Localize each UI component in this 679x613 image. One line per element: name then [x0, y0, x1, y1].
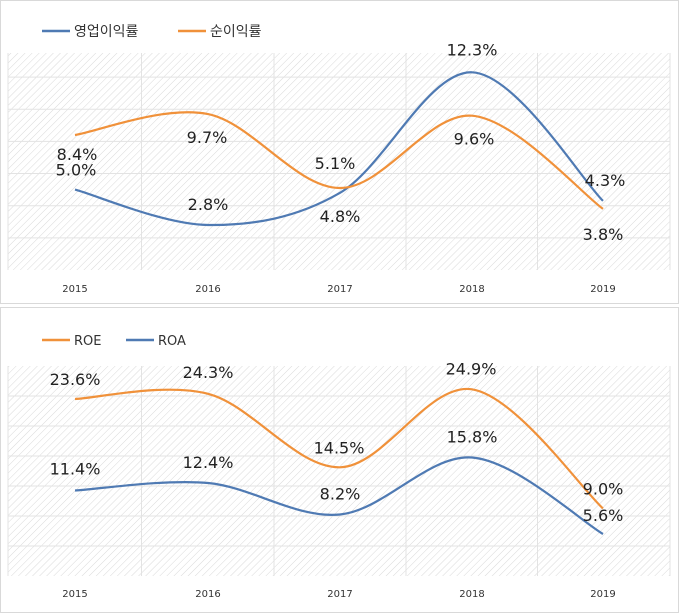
chart1-x-tick-label: 2016 [195, 284, 220, 295]
chart1-gridlines [7, 53, 671, 270]
chart1-data-labels: 5.0% 2.8% 4.8% 12.3% 4.3% 8.4% 9.7% 5.1% 9.6% 3.8… [56, 40, 626, 244]
chart1-legend-label-series-1: 영업이익률 [74, 24, 139, 40]
chart2-data-label: 9.0% [583, 480, 624, 499]
chart2-data-label: 23.6% [50, 370, 101, 389]
chart1-data-label: 4.3% [585, 171, 626, 190]
chart1-data-label: 12.3% [447, 40, 498, 59]
chart2-x-tick-label: 2016 [195, 589, 220, 600]
chart1-legend: 영업이익률 순이익률 [42, 24, 262, 40]
chart2-data-label: 14.5% [314, 438, 365, 457]
chart1-x-tick-label: 2017 [327, 284, 352, 295]
chart2-x-tick-label: 2019 [590, 589, 615, 600]
chart1-data-label: 3.8% [583, 225, 624, 244]
chart2-line-series-2 [74, 456, 604, 535]
chart2-plot-area [8, 366, 670, 576]
chart1-data-label: 9.7% [187, 128, 228, 147]
chart1-x-tick-label: 2019 [590, 284, 615, 295]
chart1-legend-label-series-2: 순이익률 [210, 24, 262, 40]
chart1-line-series-2 [74, 111, 604, 210]
chart2-gridlines [7, 366, 671, 576]
chart1-x-tick-label: 2018 [459, 284, 484, 295]
chart2-data-label: 24.3% [183, 363, 234, 382]
chart1-data-label: 5.1% [315, 154, 356, 173]
chart2-legend: ROE ROA [42, 334, 186, 349]
chart1-data-label: 2.8% [188, 195, 229, 214]
chart1-line-series-1 [74, 71, 604, 227]
chart2-x-tick-label: 2018 [459, 589, 484, 600]
chart1-data-label: 4.8% [320, 207, 361, 226]
chart2-x-tick-label: 2017 [327, 589, 352, 600]
chart2-data-label: 15.8% [447, 428, 498, 447]
chart1-plot-area [8, 53, 670, 270]
chart1-data-label: 8.4% [57, 145, 98, 164]
chart2-data-labels: 23.6% 24.3% 14.5% 24.9% 9.0% 11.4% 12.4% 8.2% 15… [50, 359, 624, 525]
chart2-data-label: 8.2% [320, 485, 361, 504]
chart2-data-label: 24.9% [446, 359, 497, 378]
chart1-x-tick-labels: 2015 2016 2017 2018 2019 [62, 284, 615, 295]
chart1-data-label: 9.6% [454, 130, 495, 149]
chart1-data-label: 5.0% [56, 161, 97, 180]
chart2-x-tick-labels: 2015 2016 2017 2018 2019 [62, 589, 615, 600]
chart2-legend-label-series-2: ROA [158, 334, 186, 349]
chart2-x-tick-label: 2015 [62, 589, 87, 600]
chart2-line-series-1 [74, 388, 604, 510]
chart2-data-label: 11.4% [50, 460, 101, 479]
chart1-x-tick-label: 2015 [62, 284, 87, 295]
chart2-data-label: 5.6% [583, 506, 624, 525]
chart2-data-label: 12.4% [183, 453, 234, 472]
chart2-legend-label-series-1: ROE [74, 334, 101, 349]
